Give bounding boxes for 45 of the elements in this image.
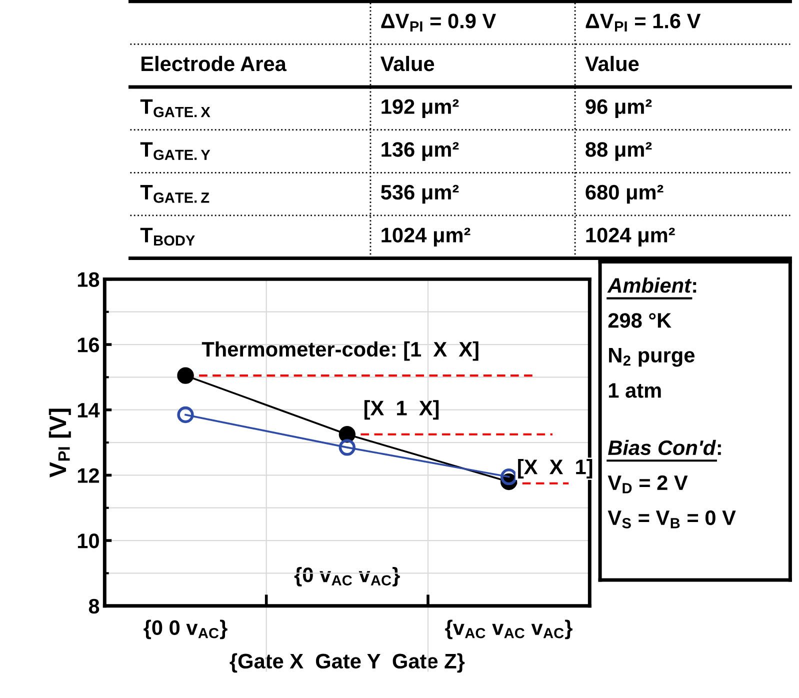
text: 192 μm² [382,99,459,118]
text: 1024 μm² [586,228,675,246]
text: Value [585,56,639,72]
point [338,426,356,443]
x-tick-label: {0 v$_{AC}$ v$_{AC}$} [294,566,400,586]
text: Ambient [607,278,692,293]
point [500,468,518,486]
text: 680 μm² [586,184,664,204]
text: Electrode Area [142,56,287,72]
text: V$_{D}$ = 2 V [608,475,688,494]
text: 88 μm² [586,142,652,161]
text: V$_{S}$ = V$_{B}$ = 0 V [608,510,736,528]
x-axis-title: {Gate X Gate Y Gate Z} [230,653,465,673]
text: T$_{GATE.Z}$ [140,185,210,203]
text: N$_{2}$ purge [609,348,695,367]
point [177,367,194,384]
ref-line-label: [X 1 X] [364,400,439,420]
ref-line-label: [X X 1] [518,459,592,478]
text: 136 μm² [382,142,459,161]
text: : [693,282,696,293]
y-axis-title: V$_{PI}$ [V] [48,408,71,478]
y-tick-label: 8 [88,598,100,614]
point [338,439,356,456]
point [177,406,194,424]
text: T$_{GATE.X}$ [140,99,210,118]
text: T$_{GATE.Y}$ [140,142,210,160]
text: T$_{BODY}$ [140,228,195,246]
x-tick-label: {0 0 v$_{AC}$} [144,620,228,640]
text: Bias Con'd [608,440,716,456]
x-tick-label: {v$_{AC}$ v$_{AC}$ v$_{AC}$} [445,620,572,640]
text: 1 atm [608,383,661,398]
text: 298 °K [608,313,672,328]
text: 96 μm² [586,99,652,118]
text: ΔV$_{PI}$ = 1.6 V [586,14,701,32]
text: Value [380,56,434,72]
y-tick-label: 12 [78,468,99,483]
y-tick-label: 16 [78,338,100,352]
text: 536 μm² [381,184,459,204]
y-tick-label: 10 [78,534,99,548]
y-tick-label: 18 [78,272,100,287]
ref-line-label: Thermometer-code: [1 X X] [202,341,478,361]
y-tick-label: 14 [78,403,100,418]
text: : [718,444,721,455]
text: ΔV$_{PI}$ = 0.9 V [381,14,496,32]
text: 1024 μm² [382,228,470,246]
